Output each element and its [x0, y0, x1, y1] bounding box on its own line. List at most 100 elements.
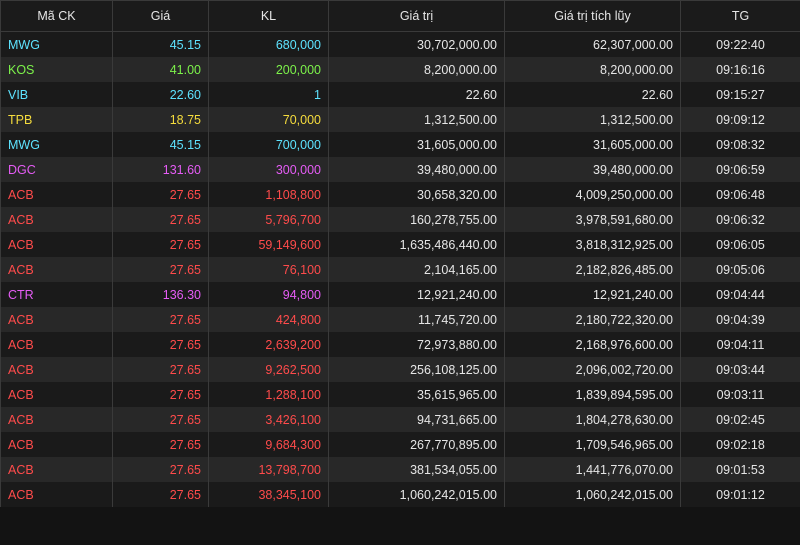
- cell-value: 2,104,165.00: [328, 257, 505, 282]
- cell-value: 160,278,755.00: [328, 207, 505, 232]
- cell-cumulative-value: 8,200,000.00: [504, 57, 681, 82]
- header-volume[interactable]: KL: [208, 0, 329, 32]
- cell-time: 09:16:16: [680, 57, 800, 82]
- table-row[interactable]: ACB 27.65 424,800 11,745,720.00 2,180,722,32…: [0, 307, 800, 332]
- cell-symbol: ACB: [0, 457, 113, 482]
- table-row[interactable]: CTR 136.30 94,800 12,921,240.00 12,921,240.0…: [0, 282, 800, 307]
- cell-price: 27.65: [112, 232, 209, 257]
- cell-volume: 1,108,800: [208, 182, 329, 207]
- table-row[interactable]: ACB 27.65 5,796,700 160,278,755.00 3,978,591…: [0, 207, 800, 232]
- cell-volume: 70,000: [208, 107, 329, 132]
- cell-cumulative-value: 12,921,240.00: [504, 282, 681, 307]
- header-cumulative-value[interactable]: Giá trị tích lũy: [504, 0, 681, 32]
- cell-symbol: ACB: [0, 432, 113, 457]
- cell-volume: 1: [208, 82, 329, 107]
- header-time[interactable]: TG: [680, 0, 800, 32]
- cell-symbol: MWG: [0, 31, 113, 57]
- table-row[interactable]: VIB 22.60 1 22.60 22.60 09:15:27: [0, 82, 800, 107]
- cell-volume: 700,000: [208, 132, 329, 157]
- cell-symbol: ACB: [0, 182, 113, 207]
- cell-time: 09:04:44: [680, 282, 800, 307]
- cell-symbol: ACB: [0, 207, 113, 232]
- cell-volume: 9,262,500: [208, 357, 329, 382]
- cell-cumulative-value: 62,307,000.00: [504, 31, 681, 57]
- cell-cumulative-value: 2,096,002,720.00: [504, 357, 681, 382]
- cell-price: 136.30: [112, 282, 209, 307]
- cell-symbol: ACB: [0, 407, 113, 432]
- cell-price: 27.65: [112, 357, 209, 382]
- cell-value: 30,658,320.00: [328, 182, 505, 207]
- cell-time: 09:06:48: [680, 182, 800, 207]
- header-symbol[interactable]: Mã CK: [0, 0, 113, 32]
- cell-value: 39,480,000.00: [328, 157, 505, 182]
- cell-symbol: MWG: [0, 132, 113, 157]
- cell-value: 1,312,500.00: [328, 107, 505, 132]
- cell-price: 27.65: [112, 307, 209, 332]
- cell-time: 09:02:45: [680, 407, 800, 432]
- table-row[interactable]: ACB 27.65 3,426,100 94,731,665.00 1,804,278,…: [0, 407, 800, 432]
- cell-time: 09:05:06: [680, 257, 800, 282]
- table-row[interactable]: ACB 27.65 9,684,300 267,770,895.00 1,709,546…: [0, 432, 800, 457]
- header-price[interactable]: Giá: [112, 0, 209, 32]
- cell-time: 09:03:44: [680, 357, 800, 382]
- cell-value: 30,702,000.00: [328, 31, 505, 57]
- cell-time: 09:04:11: [680, 332, 800, 357]
- cell-price: 27.65: [112, 432, 209, 457]
- cell-value: 22.60: [328, 82, 505, 107]
- cell-price: 27.65: [112, 482, 209, 507]
- table-row[interactable]: ACB 27.65 1,288,100 35,615,965.00 1,839,894,…: [0, 382, 800, 407]
- cell-price: 27.65: [112, 382, 209, 407]
- table-row[interactable]: KOS 41.00 200,000 8,200,000.00 8,200,000.00 0…: [0, 57, 800, 82]
- cell-volume: 3,426,100: [208, 407, 329, 432]
- table-row[interactable]: MWG 45.15 700,000 31,605,000.00 31,605,000.0…: [0, 132, 800, 157]
- cell-cumulative-value: 39,480,000.00: [504, 157, 681, 182]
- cell-value: 35,615,965.00: [328, 382, 505, 407]
- cell-time: 09:08:32: [680, 132, 800, 157]
- cell-time: 09:03:11: [680, 382, 800, 407]
- cell-symbol: KOS: [0, 57, 113, 82]
- cell-cumulative-value: 1,441,776,070.00: [504, 457, 681, 482]
- cell-value: 381,534,055.00: [328, 457, 505, 482]
- table-row[interactable]: ACB 27.65 38,345,100 1,060,242,015.00 1,060,…: [0, 482, 800, 507]
- cell-price: 27.65: [112, 257, 209, 282]
- cell-time: 09:06:32: [680, 207, 800, 232]
- cell-volume: 76,100: [208, 257, 329, 282]
- cell-time: 09:15:27: [680, 82, 800, 107]
- cell-symbol: TPB: [0, 107, 113, 132]
- table-row[interactable]: ACB 27.65 2,639,200 72,973,880.00 2,168,976,…: [0, 332, 800, 357]
- cell-volume: 680,000: [208, 31, 329, 57]
- cell-price: 27.65: [112, 407, 209, 432]
- table-row[interactable]: ACB 27.65 9,262,500 256,108,125.00 2,096,002…: [0, 357, 800, 382]
- cell-cumulative-value: 2,182,826,485.00: [504, 257, 681, 282]
- cell-price: 131.60: [112, 157, 209, 182]
- cell-cumulative-value: 4,009,250,000.00: [504, 182, 681, 207]
- table-row[interactable]: MWG 45.15 680,000 30,702,000.00 62,307,000.0…: [0, 31, 800, 57]
- cell-cumulative-value: 1,312,500.00: [504, 107, 681, 132]
- cell-symbol: VIB: [0, 82, 113, 107]
- cell-time: 09:01:12: [680, 482, 800, 507]
- cell-volume: 200,000: [208, 57, 329, 82]
- cell-value: 1,635,486,440.00: [328, 232, 505, 257]
- cell-time: 09:09:12: [680, 107, 800, 132]
- header-value[interactable]: Giá trị: [328, 0, 505, 32]
- cell-symbol: ACB: [0, 307, 113, 332]
- cell-price: 27.65: [112, 182, 209, 207]
- table-row[interactable]: ACB 27.65 76,100 2,104,165.00 2,182,826,485.…: [0, 257, 800, 282]
- cell-volume: 5,796,700: [208, 207, 329, 232]
- trade-history-table: Mã CK Giá KL Giá trị Giá trị tích lũy TG…: [0, 0, 800, 507]
- table-row[interactable]: TPB 18.75 70,000 1,312,500.00 1,312,500.00 09…: [0, 107, 800, 132]
- cell-cumulative-value: 1,060,242,015.00: [504, 482, 681, 507]
- cell-symbol: ACB: [0, 357, 113, 382]
- cell-cumulative-value: 3,978,591,680.00: [504, 207, 681, 232]
- cell-volume: 38,345,100: [208, 482, 329, 507]
- cell-cumulative-value: 31,605,000.00: [504, 132, 681, 157]
- table-row[interactable]: ACB 27.65 59,149,600 1,635,486,440.00 3,818,…: [0, 232, 800, 257]
- cell-value: 31,605,000.00: [328, 132, 505, 157]
- table-row[interactable]: ACB 27.65 1,108,800 30,658,320.00 4,009,250,…: [0, 182, 800, 207]
- cell-cumulative-value: 1,839,894,595.00: [504, 382, 681, 407]
- cell-volume: 9,684,300: [208, 432, 329, 457]
- table-row[interactable]: DGC 131.60 300,000 39,480,000.00 39,480,000.…: [0, 157, 800, 182]
- cell-price: 45.15: [112, 132, 209, 157]
- cell-value: 267,770,895.00: [328, 432, 505, 457]
- table-row[interactable]: ACB 27.65 13,798,700 381,534,055.00 1,441,77…: [0, 457, 800, 482]
